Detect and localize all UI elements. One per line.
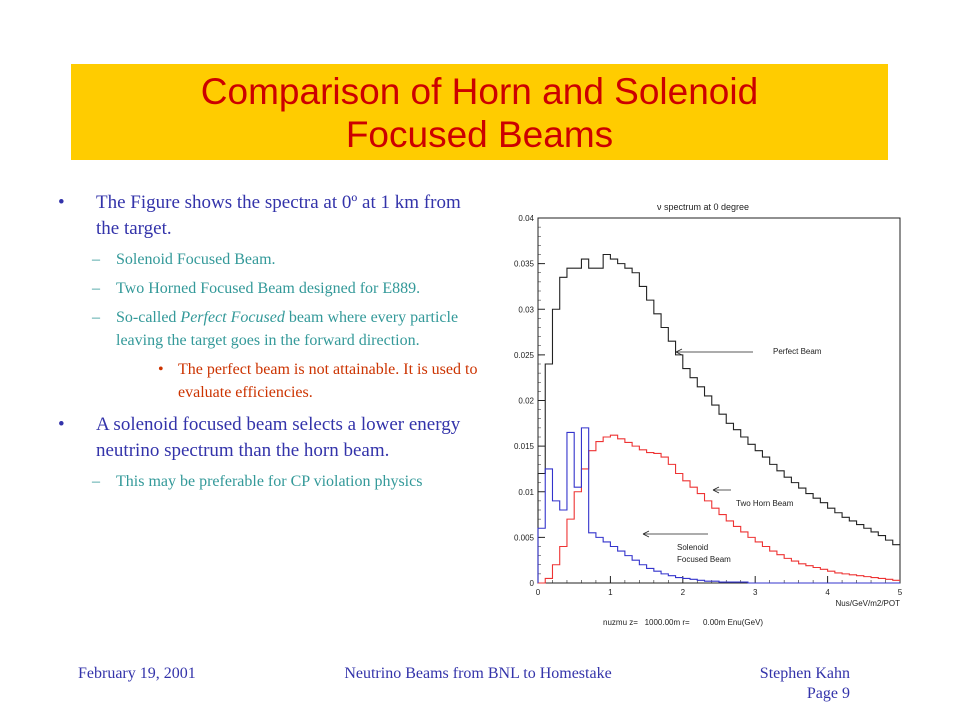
bullet-text: The Figure shows the spectra at 0º at 1 … — [96, 192, 461, 239]
subbullet-text: So-called Perfect Focused beam where eve… — [116, 309, 459, 349]
dash-marker: – — [92, 473, 100, 490]
dash-marker: – — [92, 309, 100, 326]
subbullet-text: This may be preferable for CP violation … — [116, 473, 423, 490]
footer-date: February 19, 2001 — [78, 665, 196, 682]
two-horn-series — [538, 434, 900, 584]
x-tick-label: 1 — [608, 588, 613, 597]
solenoid-series — [537, 427, 900, 584]
subbullet-two-horn: – Two Horned Focused Beam designed for E… — [58, 277, 488, 300]
y-tick-label: 0.02 — [518, 397, 534, 406]
title-line-2: Focused Beams — [345, 114, 614, 155]
y-tick-label: 0.005 — [514, 533, 535, 542]
y-tick-label: 0 — [530, 579, 535, 588]
y-tick-label: 0.025 — [514, 351, 535, 360]
y-tick-label: 0.01 — [518, 488, 534, 497]
arrowhead — [642, 530, 650, 538]
title-banner: Comparison of Horn and Solenoid Focused … — [71, 64, 888, 160]
footer-author-page: Stephen Kahn Page 9 — [740, 664, 850, 704]
subbullet-text: Solenoid Focused Beam. — [116, 251, 276, 268]
spectrum-chart: ν spectrum at 0 degree 0 1 2 3 4 5 0 0.005 0.01 0… — [493, 188, 913, 638]
x-tick-label: 0 — [536, 588, 541, 597]
bullet-marker: • — [58, 192, 65, 213]
chart-info-line: nuzmu z= 1000.00m r= 0.00m Enu(GeV) — [603, 618, 763, 627]
subbullet-text: Two Horned Focused Beam designed for E88… — [116, 280, 421, 297]
subsubbullet-text: The perfect beam is not attainable. It i… — [178, 361, 478, 401]
x-tick-label: 2 — [681, 588, 686, 597]
subsubbullet-not-attainable: • The perfect beam is not attainable. It… — [58, 358, 488, 404]
bullet-text: A solenoid focused beam selects a lower … — [96, 414, 461, 461]
emphasis-text: Perfect Focused — [180, 309, 285, 326]
y-tick-label: 0.015 — [514, 442, 535, 451]
perfect-beam-series — [537, 253, 900, 583]
arrowhead — [712, 486, 720, 494]
annotation-label: Perfect Beam — [773, 347, 822, 356]
y-tick-label: 0.03 — [518, 305, 534, 314]
subbullet-perfect-focused: – So-called Perfect Focused beam where e… — [58, 306, 488, 352]
dash-marker: – — [92, 251, 100, 268]
x-axis-label: Nus/GeV/m2/POT — [836, 599, 901, 608]
x-tick-label: 4 — [825, 588, 830, 597]
title-line-1: Comparison of Horn and Solenoid — [200, 71, 759, 112]
degree-symbol: º — [351, 192, 358, 213]
chart-title: ν spectrum at 0 degree — [657, 202, 749, 212]
subbullet-solenoid: – Solenoid Focused Beam. — [58, 248, 488, 271]
y-tick-label: 0.035 — [514, 260, 535, 269]
footer-page: Page 9 — [806, 685, 850, 702]
annotation-label: Focused Beam — [677, 555, 731, 564]
spectrum-figure: ν spectrum at 0 degree 0 1 2 3 4 5 0 0.005 0.01 0… — [493, 188, 913, 638]
series-layer — [537, 253, 900, 584]
bullet-marker: • — [58, 414, 65, 435]
bullet-list: • The Figure shows the spectra at 0º at … — [58, 190, 488, 499]
footer-author: Stephen Kahn — [759, 665, 850, 682]
dash-marker: – — [92, 280, 100, 297]
bullet-marker: • — [158, 361, 164, 378]
annotation-layer: Perfect Beam Two Horn Beam Solenoid Focused… — [642, 347, 822, 564]
footer-center: Neutrino Beams from BNL to Homestake — [344, 665, 612, 682]
subbullet-cp-violation: – This may be preferable for CP violatio… — [58, 470, 488, 493]
x-tick-label: 5 — [898, 588, 903, 597]
annotation-label: Two Horn Beam — [736, 499, 794, 508]
figure-background — [493, 188, 913, 638]
bullet-figure-description: • The Figure shows the spectra at 0º at … — [58, 190, 488, 242]
bullet-solenoid-selects-lower: • A solenoid focused beam selects a lowe… — [58, 412, 488, 464]
annotation-label: Solenoid — [677, 543, 708, 552]
arrowhead — [675, 348, 683, 356]
x-tick-label: 3 — [753, 588, 758, 597]
slide-title: Comparison of Horn and Solenoid Focused … — [71, 70, 888, 156]
y-tick-label: 0.04 — [518, 214, 534, 223]
